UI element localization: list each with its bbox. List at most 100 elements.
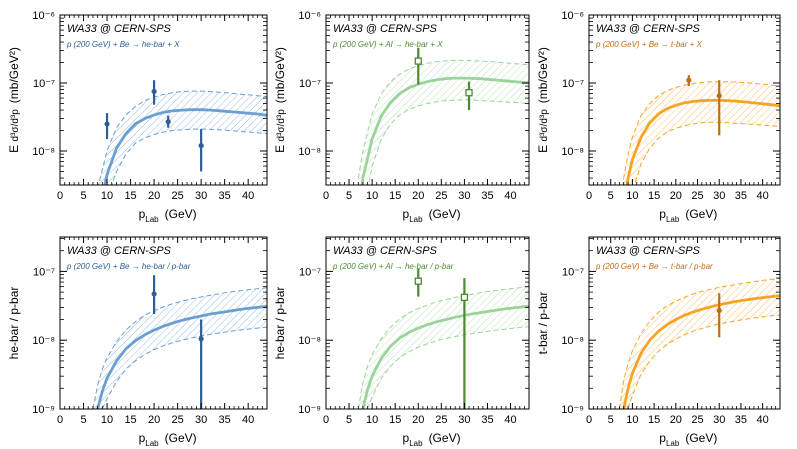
plot-area xyxy=(622,75,780,185)
experiment-label: WA33 @ CERN-SPS xyxy=(333,245,438,257)
y-tick-label: 10⁻⁶ xyxy=(32,10,55,22)
y-tick-label: 10⁻⁷ xyxy=(33,266,55,278)
x-tick-label: 25 xyxy=(171,414,183,426)
x-tick-label: 0 xyxy=(323,414,329,426)
x-tick-label: 25 xyxy=(435,190,447,202)
chart-panel-p1: 0 5 10 15 20 25 30 35 40 10⁻⁸ 10⁻⁷ 10⁻⁶ pLab (GeV) E d… xyxy=(273,10,530,224)
data-point xyxy=(716,293,722,338)
model-lower-line xyxy=(627,314,780,409)
data-point xyxy=(465,81,473,111)
model-central-line xyxy=(361,304,529,409)
x-tick-label: 35 xyxy=(219,414,231,426)
y-tick-label: 10⁻⁸ xyxy=(298,335,321,347)
model-lower-line xyxy=(367,326,529,409)
x-tick-label: 5 xyxy=(608,190,614,202)
x-tick-label: 0 xyxy=(57,190,63,202)
y-tick-label: 10⁻⁷ xyxy=(562,78,584,90)
data-marker-open-square xyxy=(465,89,473,97)
y-tick-label: 10⁻⁸ xyxy=(561,146,584,158)
x-tick-label: 15 xyxy=(648,190,660,202)
y-tick-label: 10⁻⁹ xyxy=(298,404,321,416)
reaction-label: p (200 GeV) + Be → t-bar + X xyxy=(595,40,702,49)
y-tick-label: 10⁻⁸ xyxy=(561,335,584,347)
x-tick-label: 10 xyxy=(626,414,638,426)
model-lower-line xyxy=(101,326,267,409)
x-tick-label: 35 xyxy=(735,190,747,202)
data-marker-open-square xyxy=(414,277,422,285)
x-tick-label: 25 xyxy=(435,414,447,426)
data-marker xyxy=(165,119,171,125)
y-tick-label: 10⁻⁷ xyxy=(562,266,584,278)
data-point xyxy=(165,115,171,128)
y-axis-label-text: E d³σ/d³p (mb/GeV²) xyxy=(536,47,550,153)
x-axis-label: pLab (GeV) xyxy=(403,207,461,224)
plot-area xyxy=(357,47,529,185)
y-axis-label-text: he-bar / p-bar xyxy=(7,287,21,360)
x-tick-label: 15 xyxy=(389,414,401,426)
y-axis-label: t-bar / p-bar xyxy=(536,292,550,355)
x-axis-label-sub: Lab xyxy=(666,215,680,224)
data-point xyxy=(104,113,110,140)
chart-panel-p3: 0 5 10 15 20 25 30 35 40 10⁻⁹ 10⁻⁸ 10⁻⁷ pLab (GeV) he-… xyxy=(7,236,268,448)
x-tick-label: 15 xyxy=(124,414,136,426)
chart-panel-p2: 0 5 10 15 20 25 30 35 40 10⁻⁸ 10⁻⁷ 10⁻⁶ pLab (GeV) E d… xyxy=(536,10,781,224)
data-marker xyxy=(198,336,204,342)
x-tick-label: 35 xyxy=(219,190,231,202)
x-axis-label: pLab (GeV) xyxy=(139,431,197,448)
uncertainty-band xyxy=(358,286,529,409)
y-axis-label: E d³σ/d³p (mb/GeV²) xyxy=(7,47,21,153)
reaction-label: p (200 GeV) + Be → he-bar / p-bar xyxy=(66,262,191,271)
y-tick-label: 10⁻⁶ xyxy=(561,10,584,22)
y-axis-label: he-bar / p-bar xyxy=(273,287,287,360)
x-tick-label: 40 xyxy=(242,414,254,426)
x-tick-label: 40 xyxy=(504,190,516,202)
x-tick-label: 40 xyxy=(242,190,254,202)
x-tick-label: 30 xyxy=(458,190,470,202)
reaction-label: p (200 GeV) + Al → he-bar + X xyxy=(332,40,443,49)
x-tick-label: 5 xyxy=(346,414,352,426)
y-tick-label: 10⁻⁹ xyxy=(32,404,55,416)
y-axis-label: E d³σ/d³p (mb/GeV²) xyxy=(273,47,287,153)
data-point xyxy=(151,80,157,105)
y-tick-label: 10⁻⁸ xyxy=(32,335,55,347)
model-central-line xyxy=(103,108,267,185)
experiment-label: WA33 @ CERN-SPS xyxy=(596,23,701,35)
x-tick-label: 10 xyxy=(366,414,378,426)
data-marker-open-square xyxy=(414,57,422,65)
experiment-label: WA33 @ CERN-SPS xyxy=(67,245,172,257)
x-tick-label: 0 xyxy=(586,414,592,426)
x-tick-label: 35 xyxy=(481,190,493,202)
chart-panel-p0: 0 5 10 15 20 25 30 35 40 10⁻⁸ 10⁻⁷ 10⁻⁶ pLab (GeV) E d… xyxy=(7,10,268,224)
x-tick-label: 25 xyxy=(171,190,183,202)
model-central-line xyxy=(622,294,780,409)
experiment-label: WA33 @ CERN-SPS xyxy=(333,23,438,35)
x-tick-label: 5 xyxy=(608,414,614,426)
data-point xyxy=(198,129,204,172)
x-tick-label: 0 xyxy=(586,190,592,202)
model-lower-line xyxy=(634,121,780,185)
data-point xyxy=(686,75,692,87)
reaction-label: p (200 GeV) + Be → t-bar / p-bar xyxy=(595,262,713,271)
x-axis-label-sub: Lab xyxy=(409,215,423,224)
uncertainty-band xyxy=(622,81,780,185)
x-axis-label-main: p xyxy=(139,431,146,445)
x-axis-label-sub: Lab xyxy=(145,215,159,224)
model-upper-line xyxy=(92,287,267,409)
x-tick-label: 25 xyxy=(691,414,703,426)
y-tick-label: 10⁻⁷ xyxy=(299,78,321,90)
y-label-e: E xyxy=(536,141,550,152)
data-point xyxy=(198,319,204,409)
reaction-label: p (200 GeV) + Be → he-bar + X xyxy=(66,40,180,49)
x-tick-label: 10 xyxy=(101,414,113,426)
x-axis-label-sub: Lab xyxy=(409,439,423,448)
x-axis-label-main: p xyxy=(139,207,146,221)
x-axis-label-unit: (GeV) xyxy=(685,207,717,221)
x-tick-label: 15 xyxy=(389,190,401,202)
x-tick-label: 10 xyxy=(101,190,113,202)
y-tick-label: 10⁻⁷ xyxy=(33,78,55,90)
data-point xyxy=(460,278,469,409)
x-tick-label: 30 xyxy=(195,414,207,426)
x-axis-label: pLab (GeV) xyxy=(659,431,717,448)
x-axis-label-sub: Lab xyxy=(145,439,159,448)
